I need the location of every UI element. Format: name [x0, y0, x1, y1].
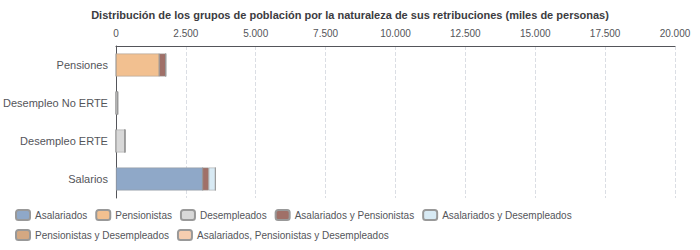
- svg-text:Asalariados, Pensionistas y De: Asalariados, Pensionistas y Desempleados: [197, 230, 389, 241]
- svg-text:20.000: 20.000: [660, 28, 691, 39]
- svg-text:Distribución de los grupos de: Distribución de los grupos de población …: [91, 9, 609, 21]
- svg-text:7.500: 7.500: [313, 28, 338, 39]
- svg-text:2.500: 2.500: [173, 28, 198, 39]
- svg-text:Desempleo No ERTE: Desempleo No ERTE: [3, 97, 108, 109]
- svg-text:Salarios: Salarios: [68, 173, 108, 185]
- svg-text:17.500: 17.500: [590, 28, 621, 39]
- svg-text:Pensionistas y Desempleados: Pensionistas y Desempleados: [35, 230, 169, 241]
- svg-text:Pensionistas: Pensionistas: [115, 210, 172, 221]
- svg-text:Desempleados: Desempleados: [200, 210, 267, 221]
- svg-text:5.000: 5.000: [243, 28, 268, 39]
- svg-text:Asalariados y Desempleados: Asalariados y Desempleados: [442, 210, 572, 221]
- svg-text:15.000: 15.000: [520, 28, 551, 39]
- svg-text:Pensiones: Pensiones: [57, 59, 109, 71]
- svg-text:Desempleo ERTE: Desempleo ERTE: [20, 135, 108, 147]
- svg-text:Asalariados: Asalariados: [35, 210, 87, 221]
- svg-text:0: 0: [113, 28, 119, 39]
- svg-text:12.500: 12.500: [450, 28, 481, 39]
- svg-text:10.000: 10.000: [380, 28, 411, 39]
- svg-text:Asalariados y Pensionistas: Asalariados y Pensionistas: [295, 210, 415, 221]
